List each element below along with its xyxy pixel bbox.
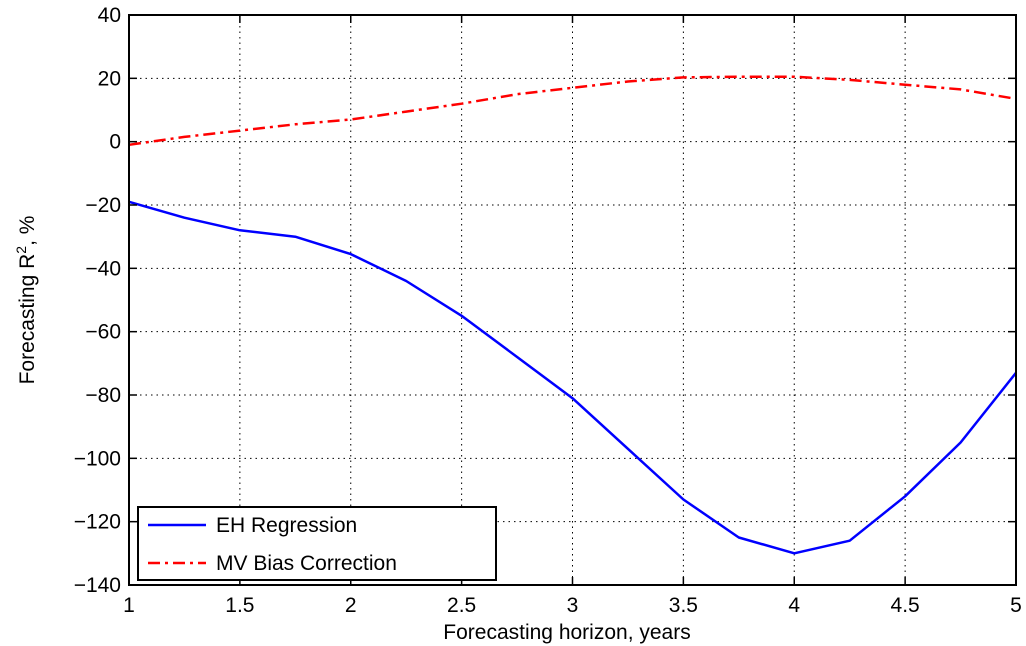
y-tick-label: 0 <box>109 131 121 154</box>
x-tick-label: 4 <box>788 594 800 617</box>
y-axis-title-main: Forecasting R <box>16 254 39 385</box>
y-tick-label: −100 <box>74 447 121 470</box>
x-tick-label: 3.5 <box>669 594 698 617</box>
legend-label-mv-bias-correction: MV Bias Correction <box>216 552 397 575</box>
x-tick-label: 2 <box>345 594 357 617</box>
x-axis-title: Forecasting horizon, years <box>443 621 690 644</box>
y-tick-label: −80 <box>85 384 121 407</box>
x-tick-label: 3 <box>567 594 579 617</box>
series-group <box>128 75 1017 555</box>
series-line-eh-regression <box>128 200 1017 555</box>
tick-labels: 1 1.5 2 2.5 3 3.5 4 4.5 5 −140 −120 −100 −80 −60 −40 −2… <box>74 4 1022 617</box>
legend-box <box>137 506 497 581</box>
y-tick-label: −60 <box>85 321 121 344</box>
legend-label-eh-regression: EH Regression <box>216 514 357 537</box>
y-axis-title-suffix: , % <box>16 216 39 246</box>
x-tick-label: 1 <box>123 594 135 617</box>
y-tick-label: −140 <box>74 574 121 597</box>
y-axis-title-superscript: 2 <box>13 246 29 254</box>
y-tick-label: 40 <box>98 4 121 27</box>
x-tick-label: 2.5 <box>447 594 476 617</box>
y-tick-label: −40 <box>85 257 121 280</box>
x-tick-label: 5 <box>1010 594 1022 617</box>
grid <box>129 15 1016 585</box>
y-tick-label: −120 <box>74 511 121 534</box>
y-axis-title: Forecasting R2, % <box>13 216 39 385</box>
x-tick-label: 4.5 <box>891 594 920 617</box>
legend: EH Regression MV Bias Correction <box>137 506 497 581</box>
x-tick-label: 1.5 <box>225 594 254 617</box>
y-tick-label: 20 <box>98 67 121 90</box>
y-tick-label: −20 <box>85 194 121 217</box>
series-line-mv-bias-correction <box>128 75 1017 147</box>
